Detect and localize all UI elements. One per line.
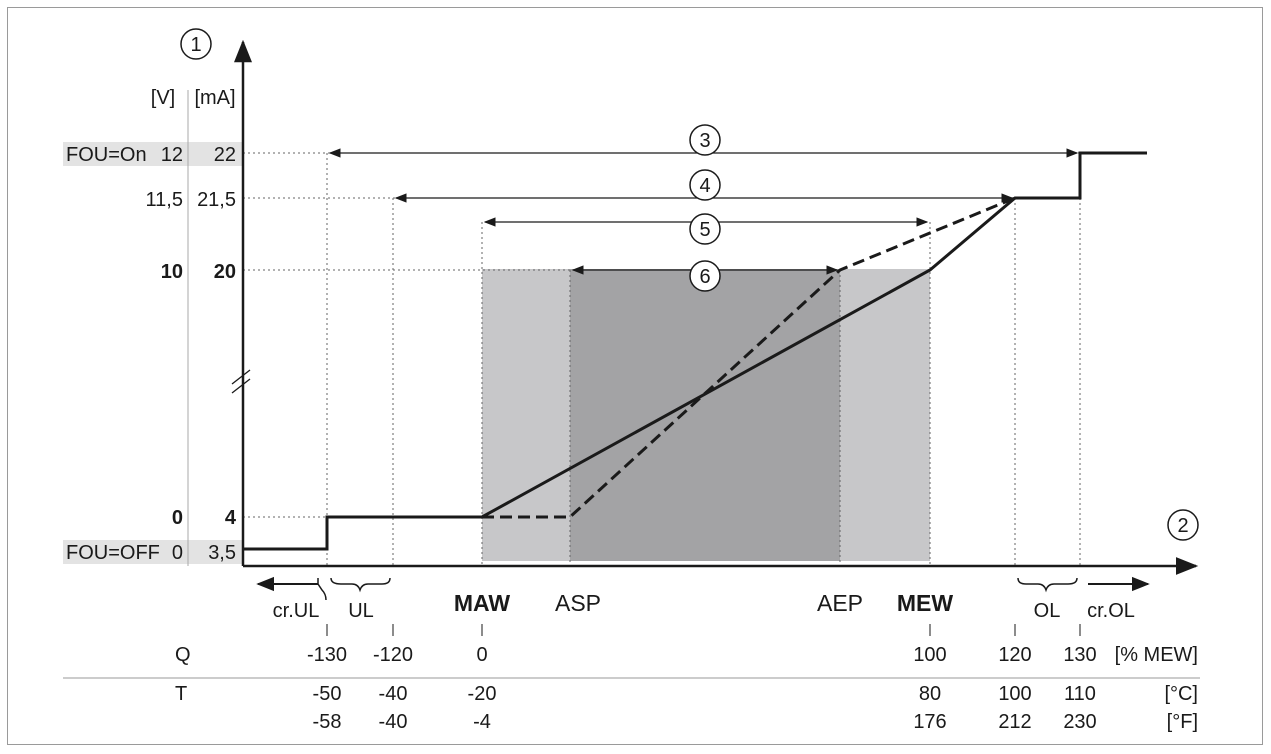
q-value: -130: [307, 644, 347, 666]
level-10-volt: 10: [161, 261, 183, 283]
t-fahrenheit-value: 230: [1063, 711, 1096, 733]
axis-break: [231, 369, 251, 394]
marker-range-3: 3: [689, 124, 721, 156]
diagram-frame: [7, 7, 1263, 745]
ol-label: OL: [1034, 600, 1061, 622]
fou-on-highlight: [63, 142, 243, 166]
volt-column-header: [V]: [151, 87, 175, 109]
t-fahrenheit-value: -58: [313, 711, 342, 733]
q-ticks: [326, 624, 1081, 636]
marker-y-axis: 1: [180, 28, 212, 60]
ul-label: UL: [348, 600, 374, 622]
aep-label: AEP: [817, 590, 863, 616]
fou-on-volt: 12: [161, 144, 183, 166]
svg-text:5: 5: [699, 219, 710, 241]
fou-off-volt: 0: [172, 542, 183, 564]
svg-text:3: 3: [699, 130, 710, 152]
output-curve-dashed: [482, 196, 1016, 519]
marker-range-4: 4: [689, 169, 721, 201]
t-celsius-value: 110: [1064, 683, 1096, 705]
q-value: 100: [913, 644, 946, 666]
svg-text:1: 1: [190, 34, 201, 56]
t-celsius-value: -20: [468, 683, 497, 705]
q-value: 120: [998, 644, 1031, 666]
fou-off-label: FOU=OFF: [66, 542, 160, 564]
t-celsius-value: -40: [379, 683, 408, 705]
q-unit: [% MEW]: [1115, 644, 1198, 666]
t-fahrenheit-value: -4: [473, 711, 491, 733]
level-4-ma: 4: [225, 507, 237, 529]
q-value: 130: [1063, 644, 1096, 666]
t-fahrenheit-unit: [°F]: [1167, 711, 1198, 733]
analog-range-area: [570, 269, 840, 561]
fou-on-label: FOU=On: [66, 144, 147, 166]
region-braces: [317, 577, 1078, 601]
cr-ul-label: cr.UL: [273, 600, 320, 622]
fou-off-highlight: [63, 540, 243, 564]
t-celsius-value: 100: [998, 683, 1031, 705]
cr-ol-label: cr.OL: [1087, 600, 1135, 622]
t-fahrenheit-value: 212: [998, 711, 1031, 733]
fou-on-ma: 22: [214, 144, 236, 166]
fou-off-ma: 3,5: [208, 542, 236, 564]
q-row-label: Q: [175, 644, 191, 666]
svg-text:6: 6: [699, 266, 710, 288]
t-celsius-value: -50: [313, 683, 342, 705]
level-11-5-volt: 11,5: [146, 189, 183, 211]
svg-text:4: 4: [699, 175, 710, 197]
ma-column-header: [mA]: [194, 87, 235, 109]
t-celsius-unit: [°C]: [1164, 683, 1198, 705]
asp-label: ASP: [555, 590, 601, 616]
svg-text:2: 2: [1177, 515, 1188, 537]
t-fahrenheit-value: 176: [913, 711, 946, 733]
output-curve-solid: [243, 151, 1147, 551]
level-0-volt: 0: [172, 507, 183, 529]
q-value: -120: [373, 644, 413, 666]
level-20-ma: 20: [214, 261, 236, 283]
t-fahrenheit-value: -40: [379, 711, 408, 733]
marker-x-axis: 2: [1167, 509, 1199, 541]
marker-range-6: 6: [689, 260, 721, 292]
q-value: 0: [476, 644, 487, 666]
t-row-label: T: [175, 683, 187, 705]
level-21-5-ma: 21,5: [197, 189, 236, 211]
marker-range-5: 5: [689, 213, 721, 245]
t-celsius-value: 80: [919, 683, 941, 705]
maw-label: MAW: [454, 590, 511, 616]
mew-label: MEW: [897, 590, 954, 616]
